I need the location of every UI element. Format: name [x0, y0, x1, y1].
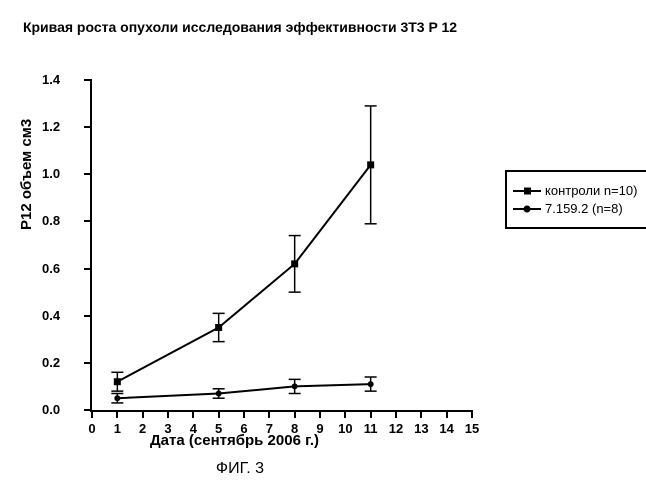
- x-tick: [167, 410, 169, 418]
- marker-square: [291, 260, 298, 267]
- x-tick-label: 15: [465, 421, 479, 436]
- marker-circle: [292, 383, 298, 389]
- y-tick: [84, 126, 92, 128]
- marker-square: [367, 161, 374, 168]
- legend-item-control: контроли n=10): [513, 183, 641, 198]
- x-tick: [91, 410, 93, 418]
- x-tick: [420, 410, 422, 418]
- x-tick-label: 13: [414, 421, 428, 436]
- y-tick: [84, 79, 92, 81]
- x-tick-label: 14: [439, 421, 453, 436]
- y-tick-label: 0.8: [42, 213, 60, 228]
- y-tick-label: 0.0: [42, 402, 60, 417]
- x-tick: [370, 410, 372, 418]
- circle-marker-icon: [513, 203, 541, 215]
- legend-label: 7.159.2 (n=8): [545, 201, 623, 216]
- x-tick-label: 0: [88, 421, 95, 436]
- x-tick: [268, 410, 270, 418]
- x-tick: [243, 410, 245, 418]
- series-line: [117, 384, 370, 398]
- y-axis-title: P12 объем см3: [18, 119, 35, 230]
- x-tick: [192, 410, 194, 418]
- x-tick: [395, 410, 397, 418]
- y-tick: [84, 220, 92, 222]
- legend-item-treated: 7.159.2 (n=8): [513, 201, 641, 216]
- legend-label: контроли n=10): [545, 183, 637, 198]
- plot-area: 0.00.20.40.60.81.01.21.40123456789101112…: [90, 80, 472, 412]
- marker-circle: [368, 381, 374, 387]
- x-tick: [142, 410, 144, 418]
- square-marker-icon: [513, 185, 541, 197]
- y-tick-label: 1.4: [42, 72, 60, 87]
- x-tick-label: 1: [114, 421, 121, 436]
- y-tick: [84, 173, 92, 175]
- figure-caption: ФИГ. 3: [0, 460, 480, 478]
- x-tick-label: 10: [338, 421, 352, 436]
- y-tick: [84, 268, 92, 270]
- legend: контроли n=10) 7.159.2 (n=8): [505, 170, 646, 229]
- x-tick-label: 12: [389, 421, 403, 436]
- x-tick: [344, 410, 346, 418]
- x-tick: [446, 410, 448, 418]
- chart-container: Кривая роста опухоли исследования эффект…: [0, 0, 646, 500]
- x-tick-label: 11: [364, 421, 378, 436]
- series-line: [117, 165, 370, 382]
- x-tick: [471, 410, 473, 418]
- chart-title: Кривая роста опухоли исследования эффект…: [0, 18, 480, 36]
- marker-circle: [114, 395, 120, 401]
- plot-svg: [92, 80, 472, 410]
- marker-square: [114, 378, 121, 385]
- y-tick-label: 0.2: [42, 355, 60, 370]
- x-tick: [116, 410, 118, 418]
- x-tick-label: 2: [139, 421, 146, 436]
- x-axis-title: Дата (сентябрь 2006 г.): [150, 432, 319, 449]
- x-tick: [218, 410, 220, 418]
- y-tick-label: 0.4: [42, 308, 60, 323]
- y-tick: [84, 315, 92, 317]
- x-tick: [294, 410, 296, 418]
- y-tick-label: 1.2: [42, 119, 60, 134]
- marker-square: [215, 324, 222, 331]
- x-tick: [319, 410, 321, 418]
- marker-circle: [216, 391, 222, 397]
- y-tick: [84, 362, 92, 364]
- y-tick-label: 1.0: [42, 166, 60, 181]
- y-tick-label: 0.6: [42, 261, 60, 276]
